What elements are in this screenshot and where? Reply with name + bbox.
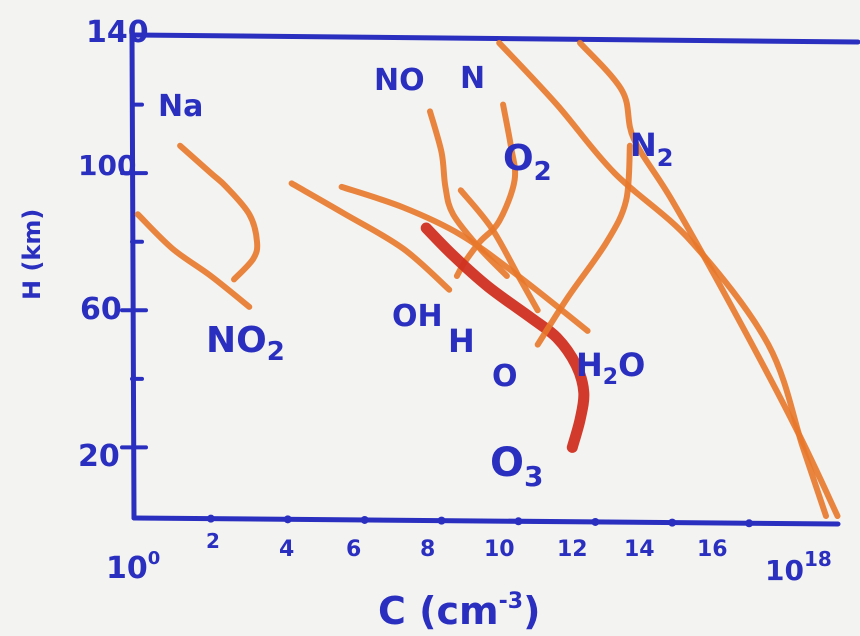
x-tick-label-10e18-base: 10 (765, 554, 804, 587)
series-label-h: H (448, 322, 475, 360)
x-tick-mark (668, 518, 677, 527)
series-line-n2 (577, 39, 841, 519)
series-label-o: O (492, 359, 518, 394)
x-tick-label-2: 2 (206, 529, 220, 553)
series-label-n2-main: N (630, 126, 657, 164)
series-label-no2: NO2 (206, 320, 285, 367)
series-label-no: NO (374, 63, 425, 98)
x-tick-label-10: 10 (484, 537, 515, 562)
series-line-na (177, 142, 261, 283)
series-label-h2o-sub: 2 (603, 365, 618, 390)
series-line-o2 (496, 39, 829, 519)
x-tick-label-10e18: 1018 (765, 547, 832, 587)
y-axis-title: H (km) (18, 209, 46, 300)
series-label-o2: O2 (503, 138, 552, 187)
x-tick-mark (283, 515, 292, 524)
series-label-o2-sub: 2 (534, 157, 552, 187)
series-label-n: N (460, 61, 485, 96)
series-label-no2-sub: 2 (267, 337, 285, 367)
x-tick-label-10e18-exp: 18 (804, 547, 832, 571)
series-label-o3: O3 (490, 440, 544, 493)
x-tick-label-10e0-base: 10 (106, 551, 148, 586)
x-tick-mark (745, 519, 754, 528)
x-tick-label-10e0: 100 (106, 548, 160, 586)
series-line-no2 (134, 211, 253, 310)
series-label-oh: OH (392, 299, 443, 334)
x-axis-title: C (cm-3) (378, 589, 540, 633)
series-line-oh (288, 180, 453, 293)
x-tick-label-14: 14 (624, 537, 655, 562)
x-tick-mark (360, 515, 369, 524)
x-tick-mark (591, 517, 600, 526)
x-tick-mark (437, 516, 446, 525)
series-label-na: Na (158, 89, 203, 124)
series-line-o3 (420, 222, 590, 453)
series-label-o3-sub: 3 (524, 460, 543, 493)
series-label-o2-main: O (503, 138, 534, 179)
y-tick-label-140: 140 (86, 15, 149, 50)
axes-frame (129, 29, 860, 527)
x-tick-label-6: 6 (346, 537, 361, 562)
x-tick-mark (206, 514, 215, 523)
series-label-h2o: H2O (576, 346, 645, 390)
y-tick-label-100: 100 (78, 149, 136, 182)
x-tick-label-10e0-exp: 0 (148, 548, 161, 569)
x-axis-line (131, 515, 841, 527)
series-label-no2-main: NO (206, 320, 267, 361)
x-tick-mark (514, 517, 523, 526)
top-border (132, 32, 860, 45)
x-tick-label-12: 12 (557, 537, 588, 562)
series-label-n2-sub: 2 (657, 144, 674, 172)
series-line-h (338, 183, 591, 334)
series-line-o (457, 187, 541, 314)
x-axis-title-close: ) (523, 589, 540, 633)
series-label-o3-main: O (490, 440, 524, 486)
x-tick-label-8: 8 (420, 537, 435, 562)
x-axis-title-main: C (cm (378, 589, 499, 633)
x-tick-label-16: 16 (697, 537, 728, 562)
x-axis-title-exp: -3 (499, 589, 523, 614)
x-tick-label-4: 4 (279, 537, 294, 562)
y-tick-label-60: 60 (80, 292, 122, 327)
series-layer (134, 39, 841, 519)
y-axis-line (129, 29, 137, 521)
series-label-h2o-o: O (618, 346, 645, 384)
y-tick-label-20: 20 (78, 439, 120, 474)
series-label-h2o-h: H (576, 346, 603, 384)
series-line-no (427, 108, 510, 279)
tick-marks (120, 102, 754, 528)
series-label-n2: N2 (630, 126, 673, 172)
